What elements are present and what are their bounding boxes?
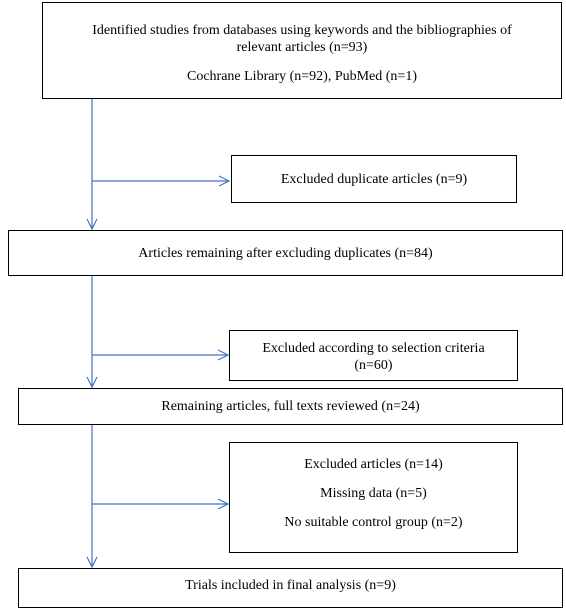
after-duplicates-box: Articles remaining after excluding dupli… <box>8 230 563 276</box>
final-analysis-text: Trials included in final analysis (n=9) <box>185 578 396 593</box>
identified-studies-sources: Cochrane Library (n=92), PubMed (n=1) <box>186 69 417 84</box>
final-analysis-box: Trials included in final analysis (n=9) <box>18 568 563 608</box>
excluded-criteria-line2: (n=60) <box>354 358 393 373</box>
excluded-articles-box: Excluded articles (n=14) Missing data (n… <box>229 442 518 553</box>
identified-studies-box: Identified studies from databases using … <box>42 2 562 99</box>
excluded-articles-title: Excluded articles (n=14) <box>304 457 443 472</box>
excluded-duplicates-text: Excluded duplicate articles (n=9) <box>280 172 468 187</box>
excluded-articles-reason-missing-data: Missing data (n=5) <box>320 486 427 501</box>
excluded-duplicates-box: Excluded duplicate articles (n=9) <box>231 155 517 203</box>
full-text-reviewed-text: Remaining articles, full texts reviewed … <box>161 399 420 414</box>
full-text-reviewed-box: Remaining articles, full texts reviewed … <box>18 388 563 425</box>
excluded-criteria-box: Excluded according to selection criteria… <box>229 330 518 381</box>
excluded-articles-reason-no-control: No suitable control group (n=2) <box>284 515 463 530</box>
identified-studies-line1: Identified studies from databases using … <box>92 23 512 38</box>
identified-studies-line2: relevant articles (n=93) <box>236 40 368 55</box>
after-duplicates-text: Articles remaining after excluding dupli… <box>138 246 433 261</box>
excluded-criteria-line1: Excluded according to selection criteria <box>262 341 485 356</box>
